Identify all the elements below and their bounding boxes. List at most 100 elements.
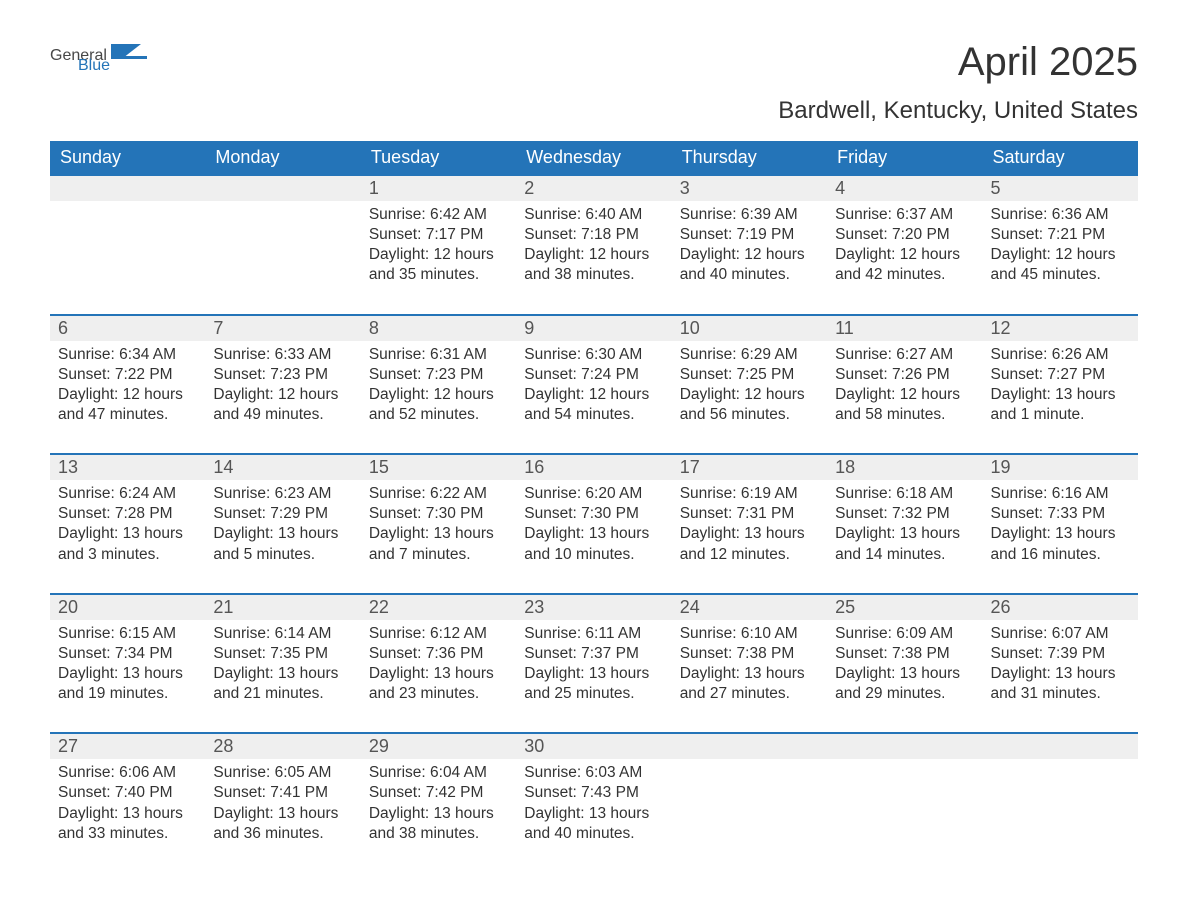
day-cell: Sunrise: 6:03 AMSunset: 7:43 PMDaylight:… (516, 759, 671, 872)
day-number: 15 (361, 454, 516, 480)
day-line: Sunset: 7:36 PM (369, 644, 508, 664)
day-line: Daylight: 12 hours (524, 245, 663, 265)
day-line: and 56 minutes. (680, 405, 819, 425)
day-line: Sunset: 7:22 PM (58, 365, 197, 385)
day-number: 6 (50, 315, 205, 341)
day-line: Sunset: 7:19 PM (680, 225, 819, 245)
day-cell (827, 759, 982, 872)
day-line: Sunset: 7:41 PM (213, 783, 352, 803)
day-line: and 27 minutes. (680, 684, 819, 704)
day-cell: Sunrise: 6:42 AMSunset: 7:17 PMDaylight:… (361, 201, 516, 315)
day-header: Friday (827, 141, 982, 175)
day-number: 27 (50, 733, 205, 759)
day-cell: Sunrise: 6:30 AMSunset: 7:24 PMDaylight:… (516, 341, 671, 455)
day-line: Sunset: 7:26 PM (835, 365, 974, 385)
day-line: Sunrise: 6:36 AM (991, 205, 1130, 225)
day-number: 8 (361, 315, 516, 341)
day-cell: Sunrise: 6:24 AMSunset: 7:28 PMDaylight:… (50, 480, 205, 594)
day-line: and 33 minutes. (58, 824, 197, 844)
day-line: Sunrise: 6:15 AM (58, 624, 197, 644)
day-cell: Sunrise: 6:11 AMSunset: 7:37 PMDaylight:… (516, 620, 671, 734)
day-cell: Sunrise: 6:12 AMSunset: 7:36 PMDaylight:… (361, 620, 516, 734)
day-line: Sunset: 7:39 PM (991, 644, 1130, 664)
day-line: Sunrise: 6:31 AM (369, 345, 508, 365)
day-line: Sunrise: 6:37 AM (835, 205, 974, 225)
day-line: Sunset: 7:30 PM (369, 504, 508, 524)
day-number: 30 (516, 733, 671, 759)
day-number: 9 (516, 315, 671, 341)
day-line: Daylight: 12 hours (213, 385, 352, 405)
day-number: 12 (983, 315, 1138, 341)
day-line: and 12 minutes. (680, 545, 819, 565)
day-line: and 49 minutes. (213, 405, 352, 425)
week-body-row: Sunrise: 6:15 AMSunset: 7:34 PM Daylight:… (50, 620, 1138, 734)
day-line: and 31 minutes. (991, 684, 1130, 704)
day-line: Daylight: 13 hours (524, 524, 663, 544)
day-cell: Sunrise: 6:05 AMSunset: 7:41 PMDaylight:… (205, 759, 360, 872)
day-cell (205, 201, 360, 315)
day-line: Sunrise: 6:27 AM (835, 345, 974, 365)
day-line: Daylight: 13 hours (369, 804, 508, 824)
day-cell: Sunrise: 6:22 AMSunset: 7:30 PMDaylight:… (361, 480, 516, 594)
day-line: Sunset: 7:18 PM (524, 225, 663, 245)
day-line: Sunrise: 6:20 AM (524, 484, 663, 504)
day-line: Daylight: 12 hours (369, 245, 508, 265)
day-cell: Sunrise: 6:33 AMSunset: 7:23 PMDaylight:… (205, 341, 360, 455)
day-line: Sunrise: 6:09 AM (835, 624, 974, 644)
day-line: Sunrise: 6:10 AM (680, 624, 819, 644)
day-cell (983, 759, 1138, 872)
day-line: Sunset: 7:29 PM (213, 504, 352, 524)
day-number: 1 (361, 175, 516, 201)
day-line: Sunset: 7:23 PM (213, 365, 352, 385)
day-number (50, 175, 205, 201)
day-cell: Sunrise: 6:36 AMSunset: 7:21 PMDaylight:… (983, 201, 1138, 315)
day-line: Sunrise: 6:26 AM (991, 345, 1130, 365)
day-cell: Sunrise: 6:19 AMSunset: 7:31 PMDaylight:… (672, 480, 827, 594)
day-cell (50, 201, 205, 315)
day-line: Sunset: 7:32 PM (835, 504, 974, 524)
day-line: Sunset: 7:25 PM (680, 365, 819, 385)
day-line: Sunset: 7:31 PM (680, 504, 819, 524)
day-cell: Sunrise: 6:20 AMSunset: 7:30 PMDaylight:… (516, 480, 671, 594)
day-line: Sunrise: 6:04 AM (369, 763, 508, 783)
day-line: Sunset: 7:28 PM (58, 504, 197, 524)
day-line: Daylight: 13 hours (835, 524, 974, 544)
day-number: 25 (827, 594, 982, 620)
day-cell: Sunrise: 6:10 AMSunset: 7:38 PMDaylight:… (672, 620, 827, 734)
day-number: 3 (672, 175, 827, 201)
day-line: and 1 minute. (991, 405, 1130, 425)
day-line: and 47 minutes. (58, 405, 197, 425)
day-line: Sunset: 7:34 PM (58, 644, 197, 664)
day-number: 19 (983, 454, 1138, 480)
week-body-row: Sunrise: 6:42 AMSunset: 7:17 PMDaylight:… (50, 201, 1138, 315)
week-daynum-row: 12345 (50, 175, 1138, 201)
day-number: 17 (672, 454, 827, 480)
day-line: Sunrise: 6:34 AM (58, 345, 197, 365)
day-line: and 16 minutes. (991, 545, 1130, 565)
day-line: and 35 minutes. (369, 265, 508, 285)
day-line: Sunrise: 6:11 AM (524, 624, 663, 644)
day-line: Daylight: 13 hours (680, 664, 819, 684)
week-daynum-row: 13141516171819 (50, 454, 1138, 480)
header: General Blue April 2025 Bardwell, Kentuc… (50, 40, 1138, 125)
day-line: and 40 minutes. (524, 824, 663, 844)
day-number: 22 (361, 594, 516, 620)
day-cell: Sunrise: 6:09 AMSunset: 7:38 PMDaylight:… (827, 620, 982, 734)
day-cell: Sunrise: 6:16 AMSunset: 7:33 PMDaylight:… (983, 480, 1138, 594)
day-number: 5 (983, 175, 1138, 201)
day-line: Sunrise: 6:12 AM (369, 624, 508, 644)
day-line: Daylight: 13 hours (680, 524, 819, 544)
day-line: Daylight: 13 hours (58, 524, 197, 544)
day-line: Daylight: 13 hours (213, 664, 352, 684)
calendar-table: Sunday Monday Tuesday Wednesday Thursday… (50, 141, 1138, 872)
day-line: Sunrise: 6:30 AM (524, 345, 663, 365)
day-line: Sunrise: 6:03 AM (524, 763, 663, 783)
week-body-row: Sunrise: 6:24 AMSunset: 7:28 PMDaylight:… (50, 480, 1138, 594)
week-daynum-row: 20212223242526 (50, 594, 1138, 620)
day-line: and 54 minutes. (524, 405, 663, 425)
day-line: and 38 minutes. (369, 824, 508, 844)
day-line: Daylight: 12 hours (835, 245, 974, 265)
day-line: Sunrise: 6:23 AM (213, 484, 352, 504)
day-line: Sunrise: 6:39 AM (680, 205, 819, 225)
day-line: Sunset: 7:30 PM (524, 504, 663, 524)
